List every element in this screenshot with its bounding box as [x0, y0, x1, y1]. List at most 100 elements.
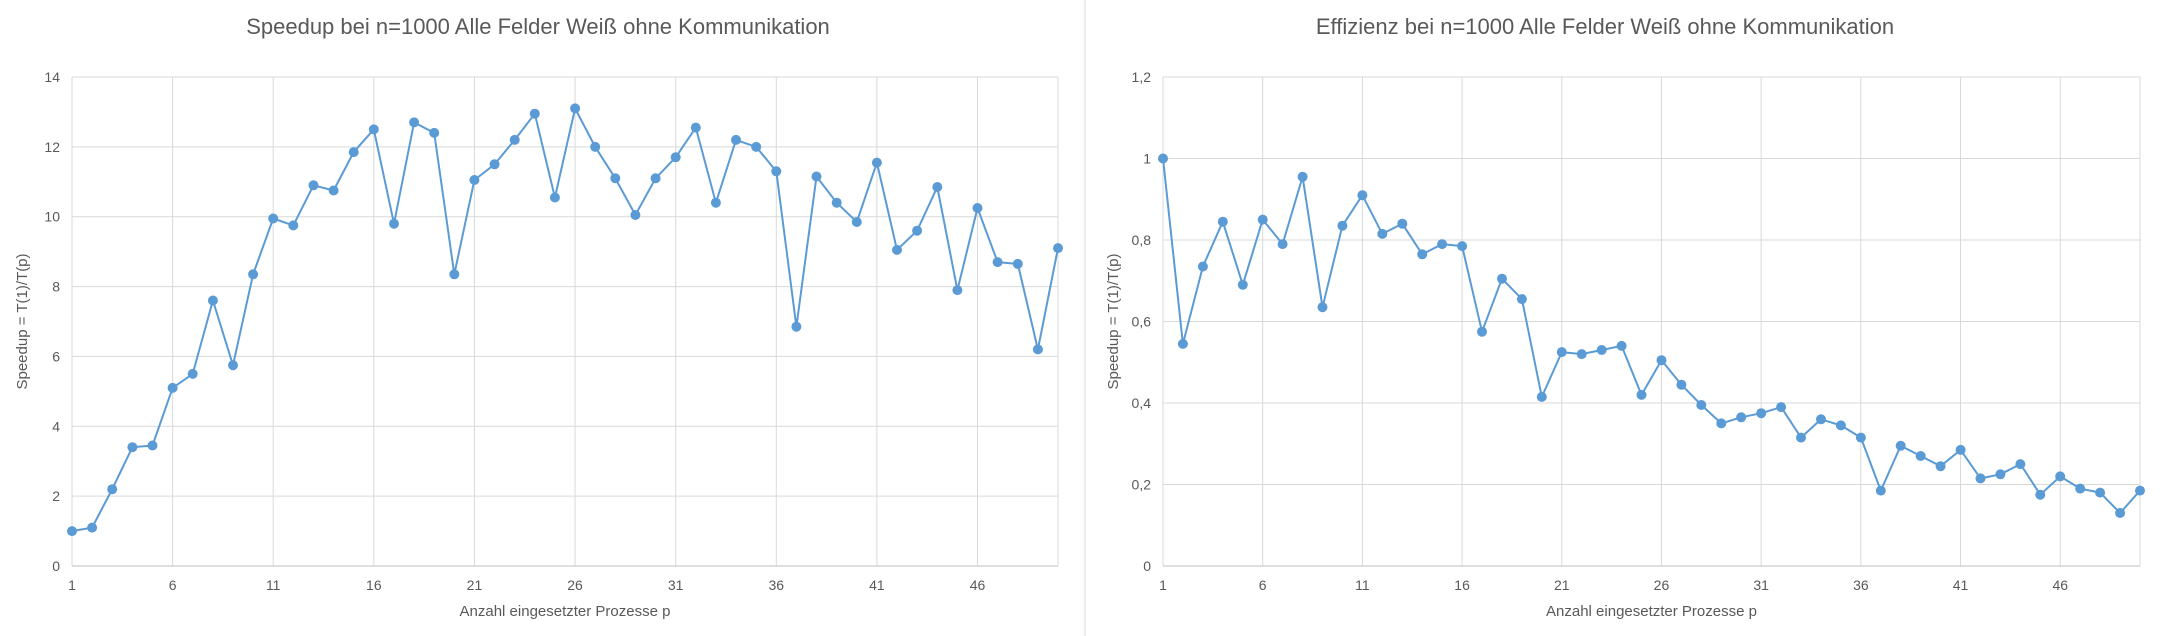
- data-point: [1053, 243, 1063, 254]
- data-point: [2015, 459, 2026, 470]
- data-point: [912, 225, 923, 236]
- data-point: [2115, 508, 2126, 518]
- x-tick-label: 46: [2052, 577, 2068, 593]
- data-point: [409, 117, 420, 128]
- data-point: [1237, 279, 1248, 290]
- data-point: [248, 269, 259, 280]
- data-point: [751, 141, 762, 152]
- data-point: [871, 157, 882, 168]
- data-point: [972, 203, 983, 213]
- data-point: [87, 522, 98, 533]
- data-point: [791, 321, 802, 332]
- data-point: [549, 192, 560, 203]
- x-tick-label: 1: [68, 577, 76, 593]
- x-tick-label: 16: [366, 577, 382, 593]
- data-point: [831, 197, 842, 208]
- data-point: [1158, 153, 1168, 164]
- data-point: [1855, 432, 1866, 443]
- y-tick-label: 12: [44, 139, 60, 155]
- x-axis-label: Anzahl eingesetzter Prozesse p: [460, 603, 671, 620]
- data-point: [1636, 389, 1647, 400]
- y-tick-label: 4: [52, 418, 60, 434]
- x-tick-label: 36: [768, 577, 784, 593]
- data-point: [1437, 239, 1448, 250]
- data-point: [1217, 216, 1228, 227]
- x-axis-label: Anzahl eingesetzter Prozesse p: [1546, 603, 1757, 620]
- data-point: [2135, 485, 2145, 496]
- data-point: [1756, 408, 1767, 419]
- data-point: [1177, 338, 1188, 349]
- y-tick-label: 10: [44, 209, 60, 225]
- efficiency-chart: Effizienz bei n=1000 Alle Felder Weiß oh…: [1105, 14, 2145, 620]
- data-point: [1317, 302, 1328, 313]
- chart-title: Effizienz bei n=1000 Alle Felder Weiß oh…: [1316, 14, 1894, 39]
- data-point: [1357, 190, 1368, 201]
- data-point: [1337, 220, 1348, 231]
- data-point: [1377, 228, 1388, 239]
- data-point: [1696, 400, 1707, 410]
- data-point: [1816, 414, 1826, 425]
- x-tick-label: 46: [970, 577, 986, 593]
- y-tick-label: 1,2: [1132, 69, 1152, 85]
- x-tick-label: 41: [1953, 577, 1969, 593]
- data-point: [429, 127, 440, 138]
- y-tick-label: 6: [52, 348, 60, 364]
- data-point: [932, 182, 943, 192]
- data-point: [892, 244, 902, 255]
- y-axis-label: Speedup = T(1)/T(p): [1105, 253, 1122, 389]
- data-point: [529, 108, 540, 119]
- x-tick-label: 11: [1355, 577, 1370, 593]
- y-axis-label: Speedup = T(1)/T(p): [14, 253, 31, 389]
- data-point: [1895, 440, 1906, 451]
- data-point: [1397, 218, 1408, 229]
- data-point: [1656, 355, 1667, 366]
- y-tick-label: 0,2: [1132, 477, 1152, 493]
- x-tick-label: 21: [1554, 577, 1570, 593]
- y-tick-label: 0,8: [1132, 232, 1152, 248]
- data-point: [1975, 473, 1986, 484]
- data-point: [67, 526, 77, 537]
- data-point: [1835, 420, 1846, 431]
- data-point: [1556, 347, 1567, 358]
- y-tick-label: 0: [1143, 558, 1151, 574]
- chart-title: Speedup bei n=1000 Alle Felder Weiß ohne…: [246, 14, 830, 39]
- data-point: [610, 173, 621, 184]
- data-point: [650, 173, 661, 184]
- data-point: [167, 382, 178, 393]
- x-tick-label: 11: [266, 577, 281, 593]
- data-point: [489, 159, 500, 170]
- data-point: [1796, 432, 1806, 443]
- y-tick-label: 8: [52, 279, 60, 295]
- data-point: [449, 269, 460, 280]
- data-point: [1497, 273, 1507, 284]
- data-point: [1616, 340, 1627, 351]
- y-tick-label: 2: [52, 488, 60, 504]
- y-tick-label: 0: [52, 558, 60, 574]
- data-point: [328, 185, 339, 196]
- data-point: [1576, 349, 1587, 360]
- data-point: [1915, 451, 1926, 461]
- data-point: [1012, 258, 1023, 269]
- data-point: [288, 220, 299, 231]
- data-point: [851, 217, 862, 227]
- y-tick-label: 14: [44, 69, 60, 85]
- data-point: [127, 442, 138, 453]
- x-tick-label: 1: [1159, 577, 1167, 593]
- speedup-chart: Speedup bei n=1000 Alle Felder Weiß ohne…: [14, 14, 1063, 620]
- data-point: [1736, 412, 1747, 423]
- data-point: [1596, 345, 1607, 355]
- data-point: [2055, 471, 2066, 482]
- x-tick-label: 31: [1753, 577, 1769, 593]
- data-point: [992, 257, 1003, 268]
- x-tick-label: 31: [668, 577, 684, 593]
- data-point: [710, 197, 721, 208]
- series-line: [71, 107, 1059, 533]
- data-point: [1776, 402, 1787, 413]
- data-point: [2075, 483, 2086, 494]
- data-point: [570, 103, 581, 114]
- data-point: [590, 141, 601, 152]
- data-point: [1716, 418, 1727, 429]
- data-point: [509, 134, 520, 145]
- data-point: [1032, 344, 1043, 355]
- data-point: [2035, 489, 2046, 500]
